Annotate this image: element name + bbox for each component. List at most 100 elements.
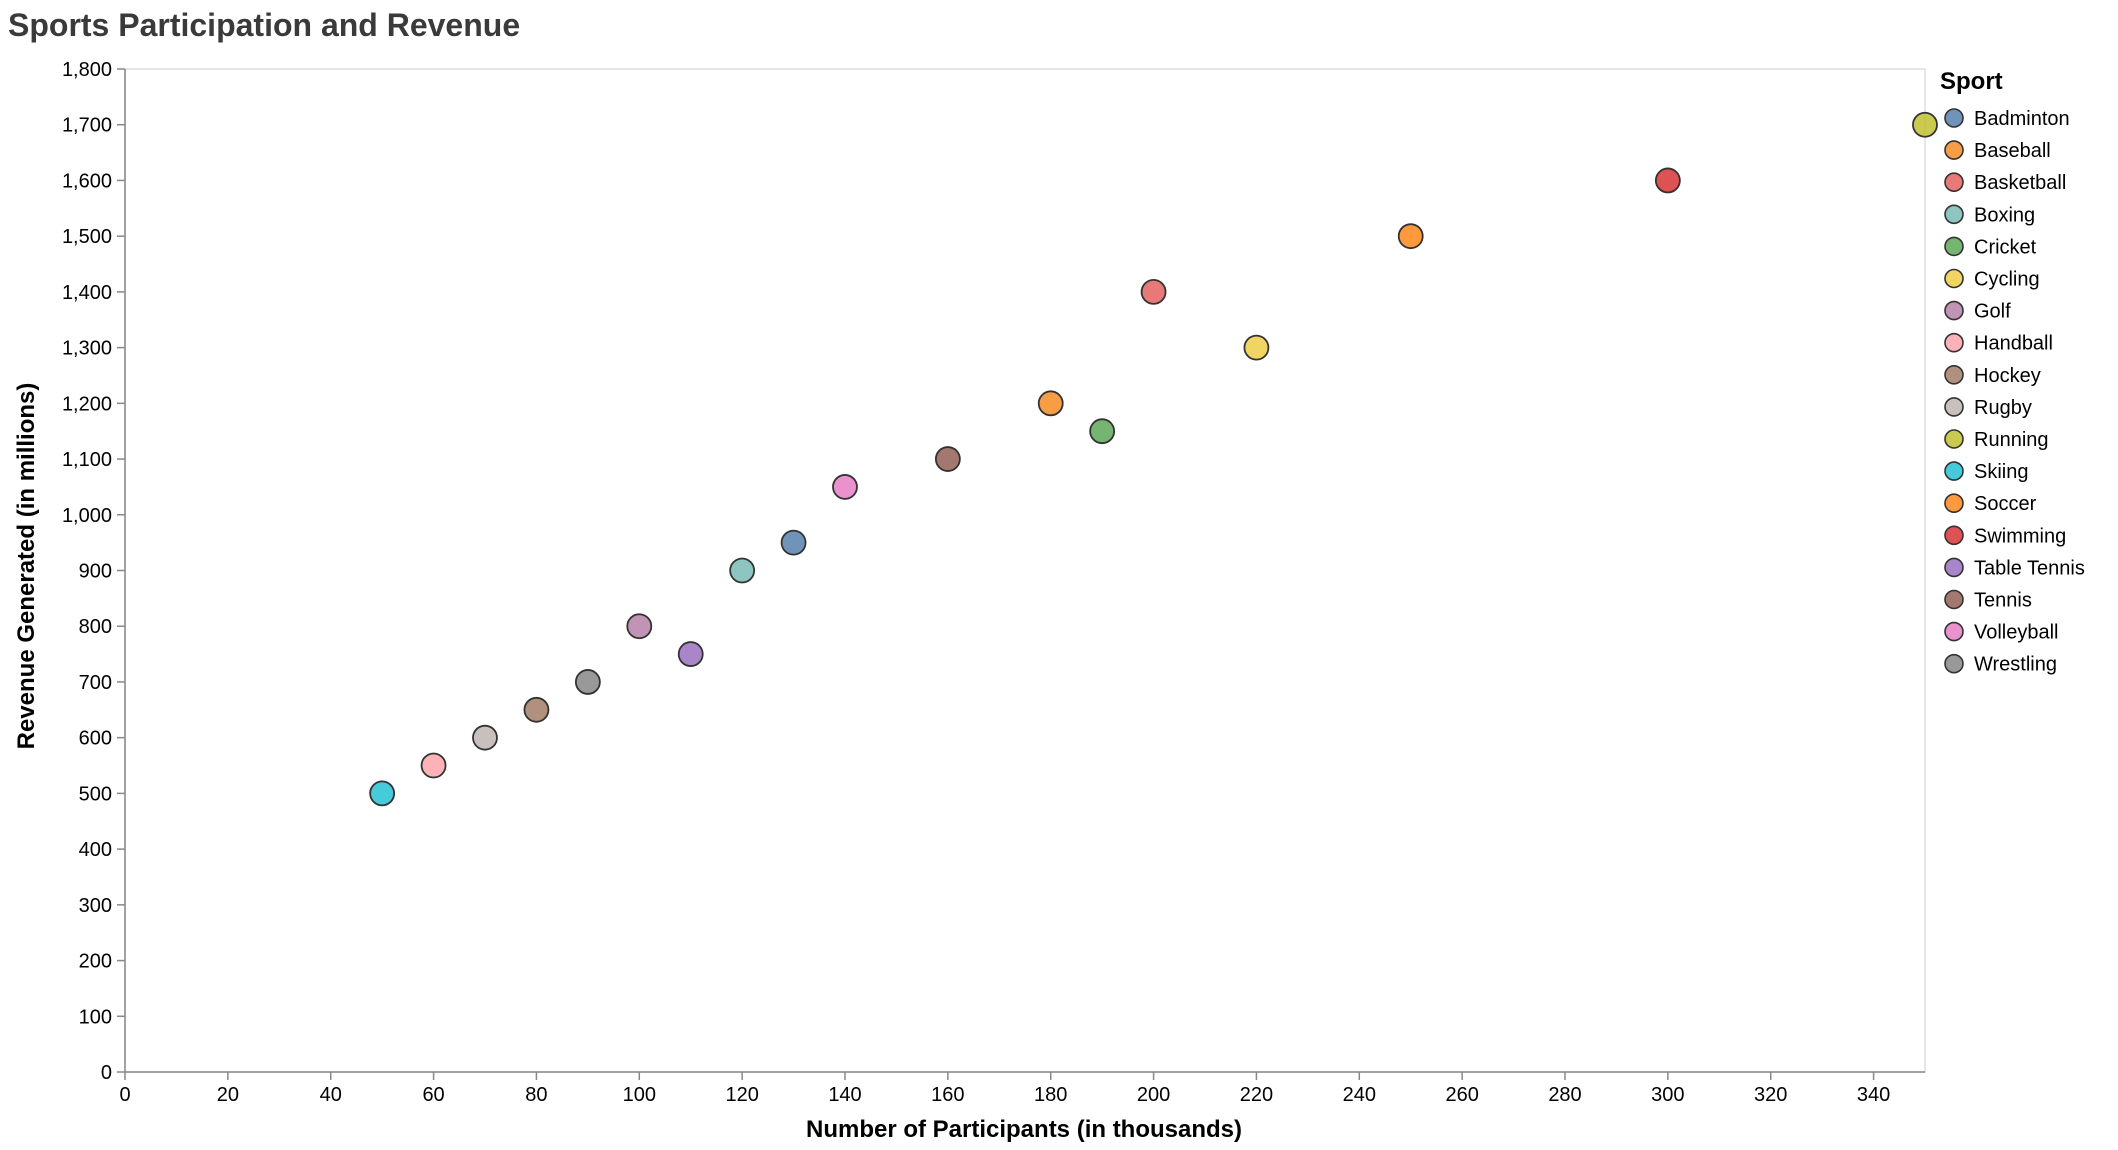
x-tick-label: 340 <box>1857 1084 1890 1106</box>
x-tick-label: 100 <box>623 1084 656 1106</box>
y-axis-title: Revenue Generated (in millions) <box>13 383 40 750</box>
legend-swatch <box>1944 589 1964 610</box>
data-point-wrestling[interactable] <box>574 669 601 695</box>
y-tick-label: 100 <box>79 1006 112 1028</box>
legend-label: Volleyball <box>1974 622 2059 644</box>
x-tick-label: 40 <box>320 1084 342 1106</box>
x-tick-label: 180 <box>1034 1084 1067 1106</box>
legend-item-cycling[interactable]: Cycling <box>1944 268 2040 291</box>
data-point-boxing[interactable] <box>729 557 756 584</box>
legend-swatch <box>1944 397 1964 417</box>
data-point-golf[interactable] <box>626 613 653 640</box>
legend-item-running[interactable]: Running <box>1944 429 2049 451</box>
data-point-skiing[interactable] <box>369 780 396 807</box>
data-point-rugby[interactable] <box>472 724 498 751</box>
y-tick-label: 900 <box>79 561 112 583</box>
data-point-swimming[interactable] <box>1654 167 1681 194</box>
legend-swatch <box>1944 236 1964 257</box>
legend-swatch <box>1944 172 1964 192</box>
y-axis: 0 100 200 300 400 500 600 700 800 900 1,000 1,100 1,… <box>62 59 126 1084</box>
legend-item-hockey[interactable]: Hockey <box>1944 364 2041 387</box>
data-points <box>369 111 1938 807</box>
legend-swatch <box>1944 332 1964 353</box>
legend-swatch <box>1944 621 1964 642</box>
legend-label: Running <box>1974 429 2049 451</box>
legend-title: Sport <box>1940 68 2003 95</box>
x-tick-label: 260 <box>1445 1084 1478 1106</box>
x-tick-label: 280 <box>1548 1084 1581 1106</box>
legend-swatch <box>1944 461 1964 481</box>
data-point-hockey[interactable] <box>523 696 550 723</box>
data-point-table-tennis[interactable] <box>677 641 704 667</box>
data-point-baseball[interactable] <box>1037 390 1064 417</box>
legend-label: Swimming <box>1974 525 2066 547</box>
data-point-running[interactable] <box>1912 111 1938 138</box>
legend-label: Rugby <box>1974 397 2032 419</box>
legend-swatch <box>1944 204 1964 225</box>
legend-label: Wrestling <box>1974 654 2057 676</box>
y-tick-label: 1,600 <box>62 170 112 192</box>
y-tick-label: 1,400 <box>62 282 112 304</box>
x-tick-label: 60 <box>422 1084 444 1106</box>
x-tick-label: 20 <box>217 1084 239 1106</box>
legend-label: Golf <box>1974 301 2011 323</box>
legend-item-table-tennis[interactable]: Table Tennis <box>1944 557 2085 579</box>
data-point-volleyball[interactable] <box>832 474 858 500</box>
legend-item-soccer[interactable]: Soccer <box>1944 493 2037 515</box>
legend-label: Soccer <box>1974 493 2037 515</box>
legend-item-handball[interactable]: Handball <box>1944 332 2053 355</box>
x-tick-label: 0 <box>119 1084 130 1106</box>
legend-swatch <box>1944 525 1964 546</box>
x-axis-title: Number of Participants (in thousands) <box>806 1116 1242 1143</box>
legend-label: Cycling <box>1974 269 2040 291</box>
y-tick-label: 1,800 <box>62 59 112 81</box>
y-tick-label: 0 <box>101 1062 112 1084</box>
x-tick-label: 160 <box>931 1084 964 1106</box>
legend-item-volleyball[interactable]: Volleyball <box>1944 621 2059 644</box>
legend-swatch <box>1944 140 1964 160</box>
legend-label: Handball <box>1974 333 2053 355</box>
data-point-cycling[interactable] <box>1243 334 1270 361</box>
data-point-badminton[interactable] <box>780 529 807 556</box>
data-point-handball[interactable] <box>420 752 447 779</box>
legend-label: Baseball <box>1974 140 2051 162</box>
legend-swatch <box>1944 268 1964 289</box>
legend-item-basketball[interactable]: Basketball <box>1944 172 2066 194</box>
legend: Sport Badminton Baseball Basketball Boxing C… <box>1940 68 2085 676</box>
data-point-cricket[interactable] <box>1089 418 1116 445</box>
legend-label: Hockey <box>1974 365 2041 387</box>
legend-item-golf[interactable]: Golf <box>1944 300 2011 323</box>
legend-item-skiing[interactable]: Skiing <box>1944 461 2028 483</box>
data-point-soccer[interactable] <box>1397 223 1424 250</box>
legend-label: Tennis <box>1974 590 2032 612</box>
legend-item-baseball[interactable]: Baseball <box>1944 140 2051 162</box>
legend-item-boxing[interactable]: Boxing <box>1944 204 2035 226</box>
plot-border <box>124 68 1926 1073</box>
y-tick-label: 1,300 <box>62 338 112 360</box>
legend-label: Badminton <box>1974 108 2070 130</box>
legend-item-tennis[interactable]: Tennis <box>1944 589 2032 612</box>
data-point-tennis[interactable] <box>934 446 961 472</box>
x-tick-label: 220 <box>1240 1084 1273 1106</box>
y-tick-label: 1,700 <box>62 115 112 137</box>
legend-item-swimming[interactable]: Swimming <box>1944 525 2066 547</box>
legend-label: Boxing <box>1974 204 2035 226</box>
legend-swatch <box>1944 300 1964 321</box>
legend-swatch <box>1944 653 1964 674</box>
y-tick-label: 1,100 <box>62 449 112 471</box>
data-point-basketball[interactable] <box>1140 278 1167 305</box>
legend-label: Basketball <box>1974 172 2066 194</box>
x-axis: 0 20 40 60 80 100 120 140 160 180 200 220 240 260 280 3… <box>119 1071 1925 1106</box>
legend-item-cricket[interactable]: Cricket <box>1944 236 2037 258</box>
y-tick-label: 500 <box>79 783 112 805</box>
y-tick-label: 1,000 <box>62 505 112 527</box>
x-tick-label: 80 <box>525 1084 547 1106</box>
chart-title: Sports Participation and Revenue <box>8 7 520 43</box>
legend-swatch <box>1944 364 1964 385</box>
y-tick-label: 400 <box>79 839 112 861</box>
legend-item-rugby[interactable]: Rugby <box>1944 397 2032 419</box>
y-tick-label: 200 <box>79 951 112 973</box>
legend-item-wrestling[interactable]: Wrestling <box>1944 653 2057 676</box>
legend-item-badminton[interactable]: Badminton <box>1944 108 2070 130</box>
legend-label: Table Tennis <box>1974 557 2085 579</box>
